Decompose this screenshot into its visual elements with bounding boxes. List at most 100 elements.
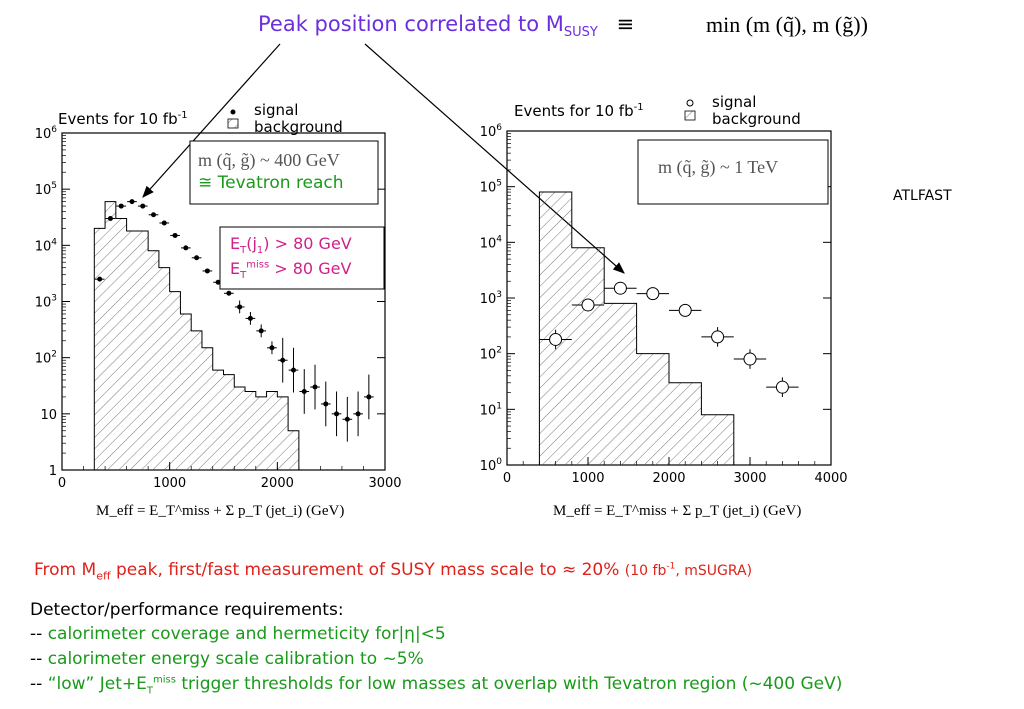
req2-prefix: -- xyxy=(30,649,48,669)
background-bar xyxy=(277,396,289,470)
left-background-histogram xyxy=(93,201,332,471)
x-tick-label: 1000 xyxy=(153,476,186,491)
left-legend-signal-marker xyxy=(230,109,236,115)
signal-point xyxy=(215,279,221,285)
left-legend-background-marker xyxy=(227,118,239,129)
left-cuts-box xyxy=(219,226,385,290)
y-tick-label: 10 xyxy=(40,408,57,423)
left-events-exp: -1 xyxy=(177,110,188,121)
y-tick-label: 1 xyxy=(49,464,57,479)
y-tick-label: 101 xyxy=(480,401,502,418)
background-bar xyxy=(201,347,213,470)
signal-point xyxy=(549,332,563,346)
background-bar xyxy=(212,370,224,470)
requirement-item-1: -- calorimeter coverage and hermeticity … xyxy=(30,624,446,644)
min-expression: min (m (q̃), m (g̃)) xyxy=(706,12,868,37)
right-formula: M_eff = E_T^miss + Σ p_T (jet_i) (GeV) xyxy=(553,503,802,519)
concl-sub: eff xyxy=(96,569,111,583)
requirement-item-3: -- “low” Jet+ETmiss trigger thresholds f… xyxy=(30,674,842,696)
right-chart: 100 101 102 103 104 105 106 0 1000 2000 3000 4000 xyxy=(480,123,848,486)
right-events-label: Events for 10 fb-1 xyxy=(514,102,644,120)
cut1-e: E xyxy=(230,234,241,253)
right-legend-signal-marker xyxy=(686,99,694,107)
background-bar xyxy=(115,218,127,470)
signal-point xyxy=(172,232,178,238)
background-bar xyxy=(148,250,159,470)
y-tick-label: 105 xyxy=(480,179,502,196)
right-mass-box xyxy=(637,139,829,205)
req3-sub: T xyxy=(146,685,153,697)
signal-point xyxy=(312,384,318,390)
signal-point xyxy=(290,367,296,373)
right-legend-signal: signal xyxy=(712,93,757,111)
signal-point xyxy=(301,388,307,394)
y-tick-label: 106 xyxy=(480,123,503,140)
background-bar xyxy=(701,414,734,465)
y-tick-label: 106 xyxy=(35,125,58,142)
left-cut1-text: ET(j1) > 80 GeV xyxy=(230,234,352,256)
left-cut2-text: ETmiss > 80 GeV xyxy=(230,259,351,281)
cut2-sub: T xyxy=(240,270,247,282)
background-bar xyxy=(223,374,235,470)
signal-point xyxy=(226,290,232,296)
left-legend-background: background xyxy=(254,118,343,136)
background-bar xyxy=(288,430,299,470)
concl-p2: peak, first/fast measurement of SUSY mas… xyxy=(110,560,620,580)
signal-point xyxy=(743,352,757,366)
left-events-label: Events for 10 fb-1 xyxy=(58,110,188,128)
req1-prefix: -- xyxy=(30,624,48,644)
right-signal-points xyxy=(539,281,799,397)
left-chart: 1 10 102 103 104 105 106 0 1000 2000 3000 xyxy=(35,125,402,491)
req2-text: calorimeter energy scale calibration to … xyxy=(47,649,424,669)
cut1-end: ) > 80 GeV xyxy=(263,234,352,253)
signal-point xyxy=(355,411,361,417)
background-bar xyxy=(604,303,637,465)
cut1-sub: T xyxy=(240,245,247,257)
x-tick-label: 2000 xyxy=(652,471,685,486)
signal-point xyxy=(269,345,275,351)
background-bar xyxy=(191,330,202,470)
x-tick-label: 4000 xyxy=(814,471,847,486)
background-bar xyxy=(137,230,149,470)
signal-point xyxy=(161,220,167,226)
x-tick-label: 1000 xyxy=(571,471,604,486)
signal-point xyxy=(151,212,157,218)
signal-point xyxy=(613,281,627,295)
background-bar xyxy=(669,382,702,465)
signal-point xyxy=(775,380,789,394)
signal-point xyxy=(107,216,113,222)
right-events-text: Events for 10 fb xyxy=(514,102,634,120)
signal-point xyxy=(258,328,264,334)
signal-point xyxy=(366,394,372,400)
req3-b: trigger thresholds for low masses at ove… xyxy=(175,674,843,694)
signal-point xyxy=(711,330,725,344)
y-tick-label: 104 xyxy=(35,237,58,254)
left-events-text: Events for 10 fb xyxy=(58,110,178,128)
signal-point xyxy=(581,298,595,312)
background-bar xyxy=(245,391,256,470)
left-legend-signal: signal xyxy=(254,101,299,119)
x-tick-label: 2000 xyxy=(261,476,294,491)
signal-point xyxy=(237,304,243,310)
concl-p1: From M xyxy=(34,560,97,580)
left-mass-box xyxy=(189,140,379,205)
y-tick-label: 102 xyxy=(480,346,502,363)
signal-point xyxy=(323,401,329,407)
left-formula: M_eff = E_T^miss + Σ p_T (jet_i) (GeV) xyxy=(96,503,345,519)
arrow-right xyxy=(364,43,625,274)
title-sub: SUSY xyxy=(563,25,598,41)
background-bar xyxy=(266,391,278,470)
background-bar xyxy=(94,228,106,470)
y-tick-label: 102 xyxy=(35,350,57,367)
background-outline xyxy=(538,191,799,466)
right-legend-background: background xyxy=(712,110,801,128)
x-tick-label: 3000 xyxy=(368,476,401,491)
signal-point xyxy=(118,203,124,209)
signal-point xyxy=(183,245,189,251)
background-outline xyxy=(93,201,332,471)
background-bar xyxy=(126,230,138,470)
equiv-symbol: ≡ xyxy=(616,12,635,36)
y-tick-label: 100 xyxy=(480,457,503,474)
y-tick-label: 103 xyxy=(480,290,502,307)
